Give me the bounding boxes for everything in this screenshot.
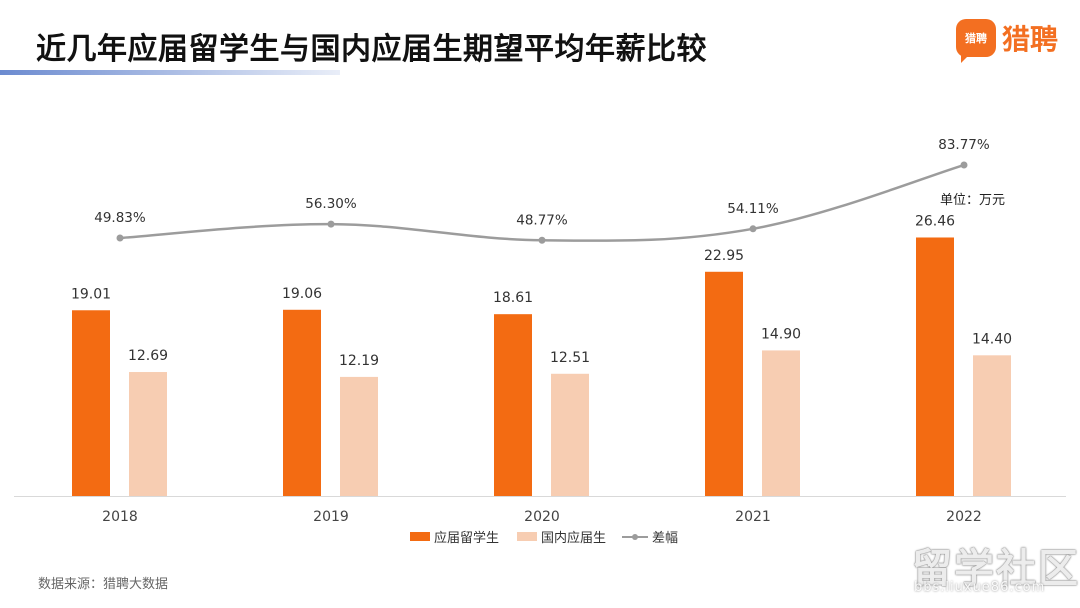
x-tick-label: 2022 bbox=[946, 509, 982, 525]
watermark-text: 留学社区 bbox=[912, 546, 1080, 592]
brand: 猎聘 猎聘 bbox=[955, 18, 1058, 63]
x-tick-label: 2020 bbox=[524, 509, 560, 525]
gap-value-label: 49.83% bbox=[94, 210, 146, 226]
brand-logo-text: 猎聘 bbox=[964, 32, 987, 45]
bar-value-label: 22.95 bbox=[704, 248, 744, 264]
legend-swatch-gap-point bbox=[632, 534, 638, 540]
gap-line bbox=[119, 163, 965, 242]
bar-overseas bbox=[72, 310, 110, 496]
chart-title: 近几年应届留学生与国内应届生期望平均年薪比较 bbox=[36, 32, 707, 67]
legend-swatch-domestic bbox=[517, 532, 537, 541]
gap-point bbox=[116, 234, 124, 242]
x-tick-label: 2021 bbox=[735, 509, 771, 525]
legend-label-gap: 差幅 bbox=[652, 531, 678, 546]
x-tick-label: 2018 bbox=[102, 509, 138, 525]
gap-value-label: 56.30% bbox=[305, 196, 357, 212]
bar-overseas bbox=[916, 237, 954, 497]
legend-label-overseas: 应届留学生 bbox=[434, 530, 499, 546]
bar-value-label: 12.51 bbox=[550, 350, 590, 366]
brand-name: 猎聘 bbox=[1001, 23, 1058, 56]
bar-value-label: 19.01 bbox=[71, 286, 111, 302]
bar-overseas bbox=[705, 271, 743, 496]
gap-point bbox=[749, 225, 757, 233]
title-underline bbox=[0, 70, 340, 75]
gap-value-label: 83.77% bbox=[938, 137, 990, 153]
logo-tail bbox=[960, 55, 969, 63]
bar-domestic bbox=[762, 350, 800, 496]
x-tick-label: 2019 bbox=[313, 509, 349, 525]
unit-label: 单位：万元 bbox=[940, 193, 1006, 208]
source-note: 数据来源：猎聘大数据 bbox=[38, 577, 169, 592]
gap-point bbox=[538, 236, 546, 244]
bar-value-label: 14.90 bbox=[761, 326, 801, 342]
bar-overseas bbox=[494, 314, 532, 496]
bar-domestic bbox=[551, 373, 589, 496]
bar-value-label: 14.40 bbox=[972, 331, 1012, 347]
bar-value-label: 19.06 bbox=[282, 286, 322, 302]
bar-domestic bbox=[340, 376, 378, 496]
gap-point bbox=[960, 161, 968, 169]
brand-logo: 猎聘 bbox=[955, 19, 996, 63]
bar-value-label: 12.69 bbox=[128, 348, 168, 364]
bar-value-label: 12.19 bbox=[339, 353, 379, 369]
legend-swatch-overseas bbox=[410, 532, 430, 541]
gap-point bbox=[327, 220, 335, 228]
gap-value-label: 54.11% bbox=[727, 201, 779, 217]
bar-overseas bbox=[283, 309, 321, 496]
bar-value-label: 18.61 bbox=[493, 290, 533, 306]
bar-domestic bbox=[129, 372, 167, 496]
bar-value-label: 26.46 bbox=[915, 213, 955, 229]
watermark-url: bbs.liuxue86.com bbox=[914, 580, 1046, 595]
bar-domestic bbox=[973, 355, 1011, 496]
gap-value-label: 48.77% bbox=[516, 212, 568, 228]
legend-label-domestic: 国内应届生 bbox=[541, 530, 606, 546]
